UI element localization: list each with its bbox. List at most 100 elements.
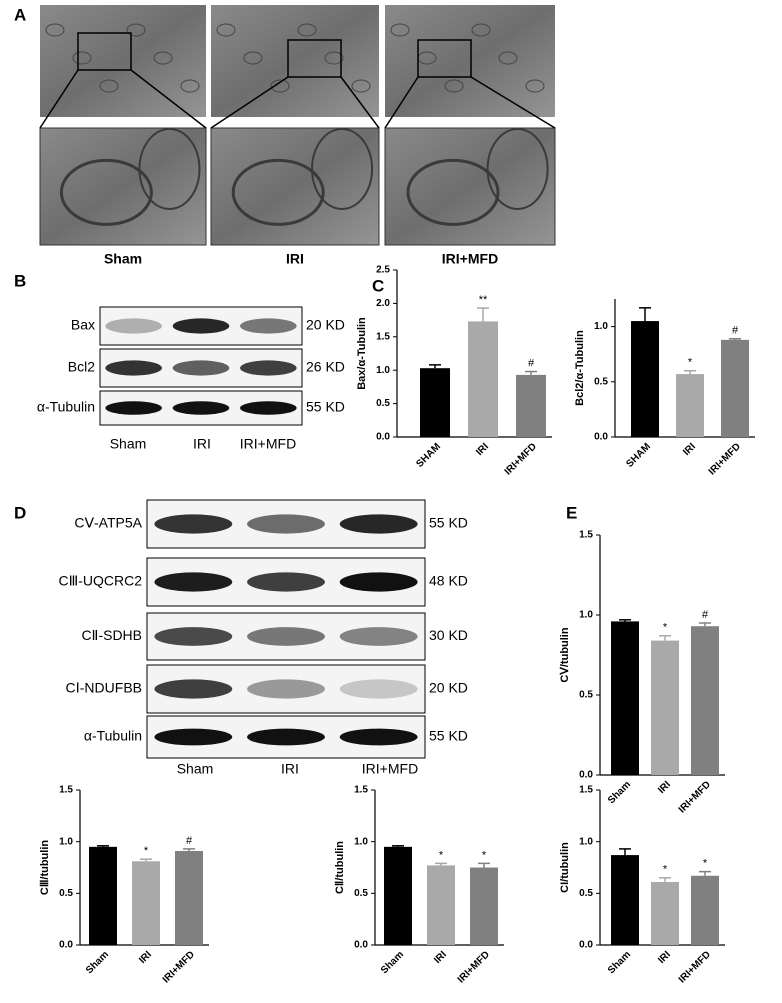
y-tick-label: 0.5	[354, 888, 368, 899]
y-tick-label: 1.0	[579, 836, 593, 847]
y-tick-label: 1.5	[354, 785, 368, 796]
blot-band	[105, 401, 162, 415]
y-tick-label: 0.5	[594, 376, 608, 387]
y-tick-label: 0.5	[579, 888, 593, 899]
blot-size-label: 55 KD	[429, 515, 468, 531]
y-tick-label: 0.0	[59, 940, 73, 951]
blot-size-label: 55 KD	[429, 728, 468, 744]
y-tick-label: 1.0	[354, 836, 368, 847]
bar	[651, 881, 679, 945]
x-tick-label: IRI+MFD	[677, 949, 713, 985]
y-tick-label: 2.0	[376, 298, 390, 309]
zoom-line	[384, 76, 419, 129]
significance-mark: #	[186, 835, 193, 847]
blot-column-label: IRI+MFD	[240, 436, 296, 452]
micrograph-zoom	[210, 127, 380, 246]
y-tick-label: 1.5	[376, 331, 390, 342]
organelle	[390, 23, 410, 37]
blot-row-label: CⅢ-UQCRC2	[58, 573, 142, 589]
bar	[89, 846, 117, 945]
y-tick-label: 0.5	[376, 398, 390, 409]
y-tick-label: 0.0	[354, 940, 368, 951]
blot-column-label: IRI+MFD	[362, 761, 418, 777]
blot-band	[247, 627, 325, 646]
x-tick-label: IRI	[137, 949, 154, 966]
mitochondrion	[486, 127, 549, 210]
micrograph-label: IRI	[286, 251, 304, 267]
organelle	[498, 51, 518, 65]
blot-band	[240, 360, 297, 376]
blot-band	[154, 514, 233, 534]
bar	[384, 846, 412, 945]
blot-row-label: Bax	[71, 317, 95, 333]
blot-band	[339, 627, 418, 646]
organelle	[180, 79, 200, 93]
y-tick-label: 0.0	[579, 770, 593, 781]
organelle	[444, 79, 464, 93]
blot-row-label: Bcl2	[68, 359, 95, 375]
x-tick-label: Sham	[84, 949, 111, 976]
significance-mark: *	[663, 864, 668, 876]
blot-column-label: Sham	[177, 761, 214, 777]
zoom-line	[130, 69, 207, 129]
bar	[611, 855, 639, 945]
blot-band	[172, 401, 230, 415]
zoom-box	[417, 39, 472, 78]
blot-column-label: IRI	[281, 761, 299, 777]
organelle	[525, 79, 545, 93]
mitochondrion	[406, 158, 500, 226]
blot-band	[172, 318, 230, 334]
significance-mark: *	[663, 622, 668, 634]
blot-band	[240, 318, 297, 334]
y-axis-label: CI/tubulin	[559, 842, 571, 893]
blot-size-label: 20 KD	[429, 680, 468, 696]
x-tick-label: IRI	[474, 441, 491, 458]
mitochondrion	[59, 158, 153, 226]
organelle	[216, 23, 236, 37]
significance-mark: #	[528, 357, 535, 369]
y-tick-label: 1.5	[579, 785, 593, 796]
y-tick-label: 0.0	[376, 432, 390, 443]
panel-label: C	[372, 276, 384, 295]
zoom-box	[77, 32, 132, 71]
blot-band	[339, 514, 418, 534]
blot-band	[339, 728, 418, 746]
x-tick-label: IRI+MFD	[503, 441, 539, 477]
micrograph	[40, 5, 206, 117]
bar	[420, 368, 450, 437]
significance-mark: *	[703, 858, 708, 870]
micrograph-label: Sham	[104, 251, 142, 267]
y-tick-label: 0.0	[579, 940, 593, 951]
blot-band	[154, 728, 233, 746]
bar	[611, 621, 639, 775]
blot-band	[105, 318, 162, 334]
blot-band	[154, 627, 233, 646]
y-axis-label: CⅡ/tubulin	[334, 841, 346, 894]
organelle	[297, 23, 317, 37]
x-tick-label: SHAM	[414, 441, 443, 470]
organelle	[324, 51, 344, 65]
blot-band	[247, 514, 325, 534]
zoom-line	[39, 69, 79, 129]
bar	[721, 339, 749, 437]
y-tick-label: 1.5	[59, 785, 73, 796]
x-tick-label: IRI	[656, 779, 673, 796]
y-tick-label: 0.5	[579, 690, 593, 701]
organelle	[471, 23, 491, 37]
organelle	[45, 23, 65, 37]
blot-band	[247, 728, 325, 746]
y-tick-label: 1.0	[594, 321, 608, 332]
organelle	[243, 51, 263, 65]
y-tick-label: 2.5	[376, 265, 390, 276]
organelle	[351, 79, 371, 93]
significance-mark: *	[144, 845, 149, 857]
bar	[516, 374, 546, 437]
organelle	[270, 79, 290, 93]
bar	[691, 875, 719, 945]
y-tick-label: 1.0	[376, 365, 390, 376]
zoom-line	[470, 76, 556, 129]
x-tick-label: IRI+MFD	[677, 779, 713, 815]
blot-size-label: 55 KD	[306, 399, 345, 415]
panel-label: E	[566, 503, 577, 522]
